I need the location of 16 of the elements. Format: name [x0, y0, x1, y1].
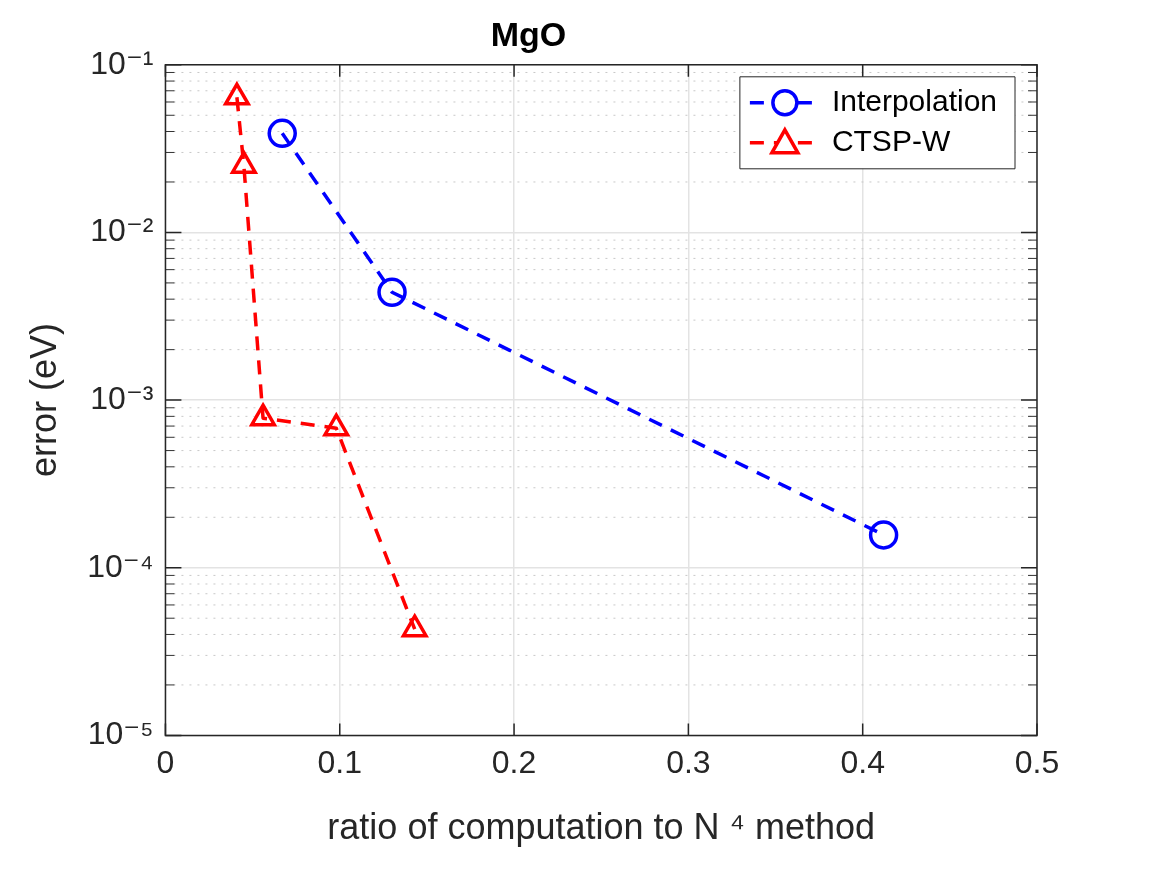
y-axis-title: error (eV): [22, 323, 64, 478]
y-tick-label: 10⁻²: [90, 212, 154, 249]
x-tick-label: 0.3: [666, 744, 711, 781]
x-tick-label: 0.4: [840, 744, 885, 781]
chart-title: MgO: [490, 14, 567, 53]
x-tick-label: 0.1: [317, 744, 362, 781]
y-tick-label: 10⁻³: [90, 379, 154, 416]
x-tick-label: 0: [156, 744, 175, 781]
x-tick-label: 0.5: [1014, 744, 1060, 781]
x-axis-title: ratio of computation to N ⁴ method: [327, 806, 876, 848]
legend-label: CTSP-W: [831, 124, 951, 158]
y-tick-label: 10⁻¹: [90, 44, 154, 81]
legend-label: Interpolation: [831, 84, 998, 118]
y-tick-label: 10⁻⁴: [87, 547, 154, 584]
y-tick-label: 10⁻⁵: [87, 715, 154, 752]
x-tick-label: 0.2: [491, 744, 537, 781]
